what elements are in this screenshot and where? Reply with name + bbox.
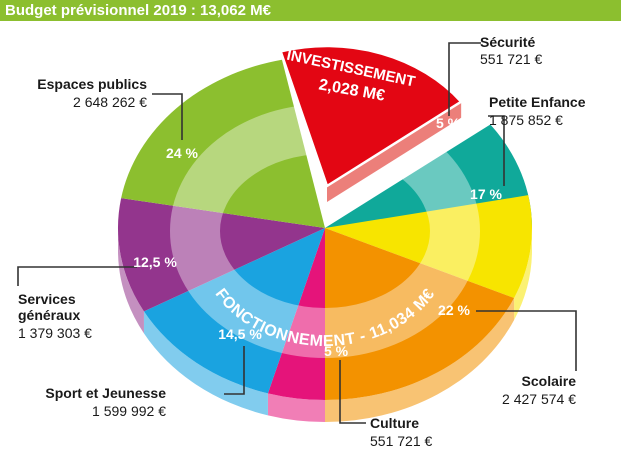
leader-sport-et-jeunesse [224,346,245,395]
name-securite: Sécurité [480,34,535,50]
amount-scolaire: 2 427 574 € [502,391,576,407]
name-petite-enfance: Petite Enfance [489,94,586,110]
leader-services-generaux [17,266,137,286]
leader-espaces-publics [152,93,183,140]
side-scolaire [325,297,515,422]
amount-petite-enfance: 1 875 852 € [489,112,563,128]
pie-3d-sides [118,228,532,422]
side-services-generaux [118,228,144,334]
percent-services-generaux: 12,5 % [133,254,177,270]
amount-culture: 551 721 € [370,433,432,449]
percent-culture: 5 % [324,343,349,359]
name-culture: Culture [370,415,419,431]
name-scolaire: Scolaire [522,373,577,389]
amount-sport-et-jeunesse: 1 599 992 € [92,403,166,419]
leader-lines [17,42,577,424]
slice-services-generaux [117,198,325,312]
amount-services-generaux: 1 379 303 € [18,325,92,341]
title-bar: Budget prévisionnel 2019 : 13,062 M€ [0,0,621,21]
percent-securite: 5 % [436,115,461,131]
leader-scolaire [476,310,577,371]
name-sport-et-jeunesse: Sport et Jeunesse [45,385,166,401]
name-espaces-publics: Espaces publics [37,76,147,92]
leader-culture [339,360,366,424]
leader-petite-enfance [488,115,505,186]
side-petite-enfance [514,228,532,320]
pie-slices [117,59,532,400]
name-services-generaux: Services [18,291,76,307]
slice-sport-et-jeunesse [143,228,325,394]
chart-title: Budget prévisionnel 2019 : 13,062 M€ [5,2,271,19]
side-culture [267,393,325,422]
side-sport-et-jeunesse [143,311,268,416]
percent-scolaire: 22 % [438,302,470,318]
slice-petite-enfance [325,195,532,298]
slice-culture [267,228,325,400]
percent-sport-et-jeunesse: 14,5 % [218,326,262,342]
percent-petite-enfance: 17 % [470,186,502,202]
slice-espaces-publics [121,59,325,229]
amount-securite: 551 721 € [480,51,542,67]
amount-espaces-publics: 2 648 262 € [73,94,147,110]
leader-securite [448,42,481,116]
slice-scolaire [325,228,515,400]
investissement-side [327,101,462,202]
slice-securite [325,124,532,228]
percent-espaces-publics: 24 % [166,145,198,161]
name-services-generaux-line2: généraux [18,307,80,323]
